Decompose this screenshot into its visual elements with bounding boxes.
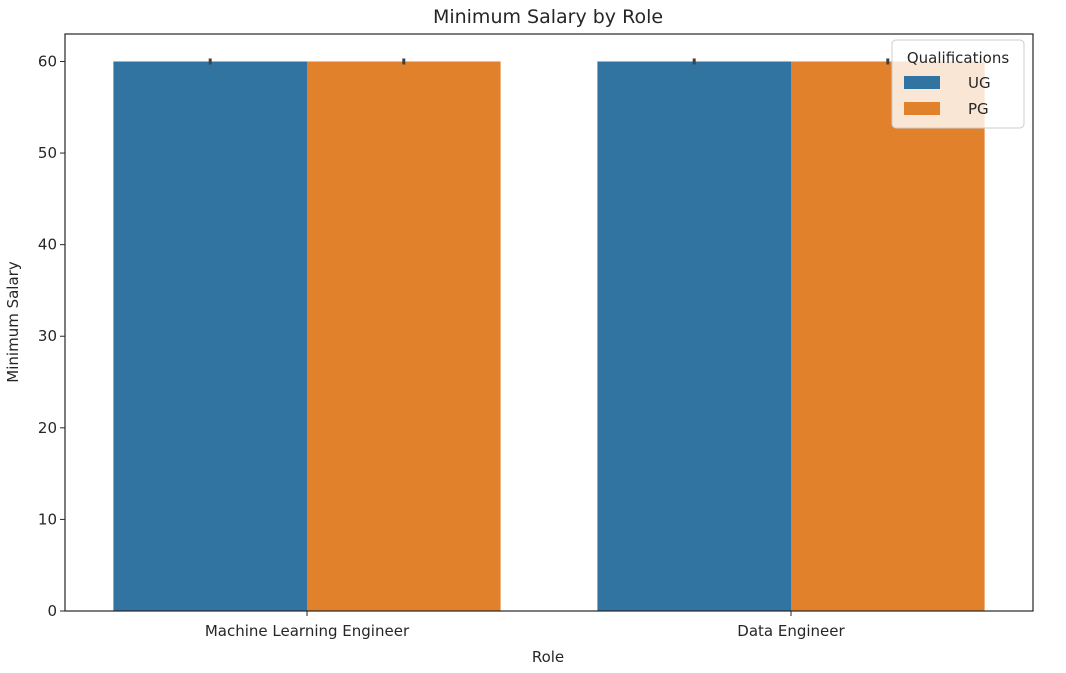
legend-swatch-ug: [904, 76, 940, 89]
y-tick-label: 0: [47, 602, 57, 620]
legend-label-pg: PG: [968, 100, 989, 118]
bar-pg-1: [791, 61, 985, 611]
y-tick-label: 10: [38, 510, 57, 528]
y-tick-label: 20: [38, 419, 57, 437]
bars: [113, 61, 985, 611]
y-tick-label: 60: [38, 52, 57, 70]
legend-title: Qualifications: [907, 49, 1009, 67]
plot-area: 0 10 20 30 40 50 60 Machine Learning Engineer D…: [38, 33, 1034, 640]
y-tick-label: 30: [38, 327, 57, 345]
bar-ug-1: [597, 61, 791, 611]
plot-frame: [64, 33, 1034, 612]
x-axis-label: Role: [532, 648, 564, 666]
x-tick-label: Machine Learning Engineer: [205, 622, 410, 640]
y-tick-label: 50: [38, 144, 57, 162]
error-bars: [208, 58, 890, 65]
bar-pg-0: [307, 61, 501, 611]
x-tick-label: Data Engineer: [737, 622, 845, 640]
legend-label-ug: UG: [968, 74, 991, 92]
legend: Qualifications UG PG: [891, 39, 1025, 129]
chart-title: Minimum Salary by Role: [433, 6, 663, 28]
y-axis-label: Minimum Salary: [4, 261, 22, 383]
bar-ug-0: [113, 61, 308, 611]
legend-items: UG PG: [904, 74, 991, 118]
y-tick-label: 40: [38, 236, 57, 254]
legend-swatch-pg: [904, 102, 940, 115]
x-axis: Machine Learning Engineer Data Engineer: [205, 611, 846, 640]
y-axis: 0 10 20 30 40 50 60: [38, 52, 65, 620]
